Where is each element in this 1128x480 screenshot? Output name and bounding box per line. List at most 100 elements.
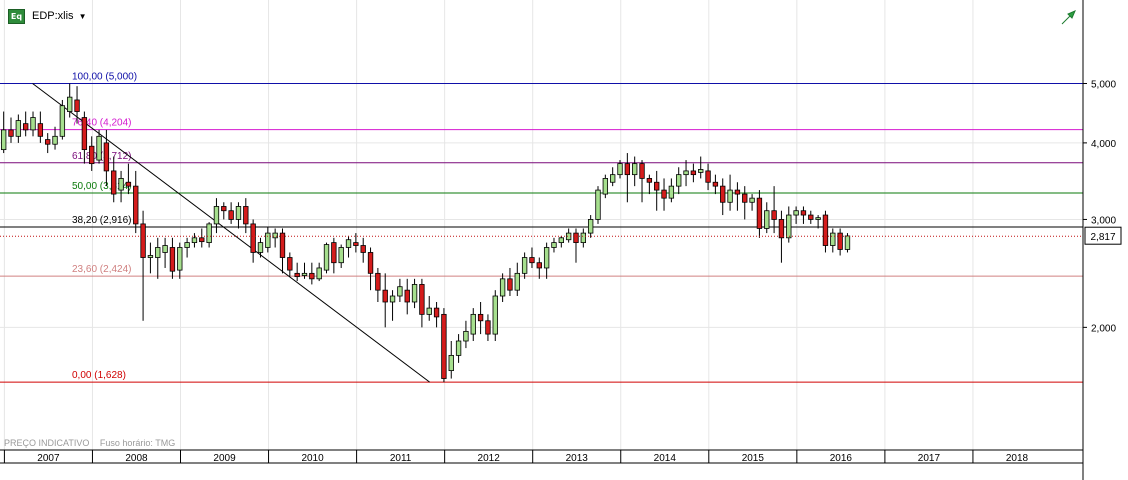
current-price-label: 2,817 — [1090, 232, 1115, 243]
candle-body — [617, 163, 623, 176]
candle-body — [301, 272, 308, 276]
candle-body — [59, 105, 66, 137]
candle-body — [536, 262, 542, 269]
candle-body — [419, 284, 425, 315]
candle-body — [433, 307, 440, 318]
candle-body — [786, 214, 792, 239]
trend-arrow-icon[interactable] — [1060, 8, 1078, 26]
candle-body — [52, 135, 58, 145]
candle — [485, 314, 491, 342]
candle — [257, 237, 264, 258]
candle — [279, 228, 286, 274]
timezone-note: Fuso horário: TMG — [99, 438, 176, 448]
candle-body — [492, 295, 498, 335]
candle-body — [162, 245, 168, 253]
candle-body — [426, 307, 432, 315]
candle — [162, 237, 168, 268]
candle-body — [837, 232, 843, 250]
candle — [668, 178, 675, 203]
candle-body — [646, 178, 653, 183]
candle — [793, 206, 799, 224]
candle — [602, 174, 609, 199]
candle — [492, 290, 498, 342]
x-tick-label: 2012 — [478, 453, 501, 464]
price-note: PREÇO INDICATIVO — [4, 438, 90, 448]
candle — [514, 262, 520, 297]
x-tick-label: 2016 — [830, 453, 853, 464]
candle — [683, 160, 689, 187]
candle — [294, 262, 300, 282]
candle-body — [609, 174, 616, 183]
candle-body — [507, 278, 513, 291]
candle — [243, 198, 249, 234]
candle-body — [23, 123, 29, 131]
candle — [595, 186, 601, 224]
y-axis: 2,000 3,000 4,000 5,000 — [1082, 0, 1116, 480]
candle-body — [367, 252, 374, 274]
candle-body — [698, 169, 704, 173]
candle — [698, 156, 704, 179]
candle-body — [477, 313, 484, 322]
candle — [265, 226, 271, 253]
candle-body — [756, 197, 763, 229]
x-tick-label: 2013 — [566, 453, 589, 464]
candle — [375, 267, 381, 302]
candle-body — [712, 181, 719, 187]
candle — [815, 215, 821, 229]
candle — [52, 126, 58, 150]
candle — [749, 194, 755, 211]
candle — [177, 242, 183, 279]
x-tick-label: 2008 — [125, 453, 148, 464]
candle — [624, 153, 631, 203]
candle-body — [257, 242, 264, 253]
candle-body — [235, 206, 242, 220]
candle — [103, 129, 110, 187]
candle-body — [580, 232, 586, 244]
candle-body — [96, 135, 102, 161]
candle-body — [353, 242, 359, 246]
candle-body — [140, 223, 146, 258]
candle — [441, 308, 447, 383]
candle — [448, 341, 454, 379]
candle-body — [632, 163, 638, 176]
candle — [67, 83, 73, 118]
candle-body — [0, 129, 7, 151]
candle-body — [228, 210, 234, 220]
candle — [382, 273, 388, 328]
candle-body — [463, 330, 469, 342]
candle-body — [74, 99, 80, 112]
candle — [565, 228, 572, 243]
candle-body — [844, 235, 851, 250]
symbol-selector[interactable]: EDP:xlis — [32, 10, 74, 22]
candle — [147, 242, 154, 274]
candle-body — [345, 239, 352, 248]
candle — [74, 86, 80, 124]
candle-body — [389, 295, 396, 303]
candle-body — [668, 185, 675, 199]
candle — [808, 210, 814, 224]
candle-body — [558, 237, 564, 244]
candle-body — [272, 232, 278, 239]
candle — [316, 262, 322, 282]
candle-body — [250, 223, 256, 253]
candle-body — [448, 354, 454, 372]
candle — [499, 273, 506, 302]
chart-footer: PREÇO INDICATIVO Fuso horário: TMG — [4, 438, 183, 448]
dropdown-caret-icon[interactable]: ▼ — [78, 11, 87, 21]
x-tick-label: 2010 — [301, 453, 324, 464]
candle — [477, 301, 484, 335]
current-price-box — [1084, 226, 1122, 245]
candle — [0, 111, 7, 154]
candle-body — [30, 117, 36, 131]
x-tick-label: 2009 — [213, 453, 236, 464]
candle-body — [81, 117, 88, 151]
candle-body — [177, 247, 183, 271]
x-tick-label: 2017 — [918, 453, 941, 464]
candle — [609, 167, 616, 187]
candle — [580, 228, 586, 248]
y-tick-label: 4,000 — [1091, 139, 1116, 150]
candle-body — [118, 178, 124, 191]
candle — [830, 228, 836, 253]
candle-body — [624, 163, 631, 176]
